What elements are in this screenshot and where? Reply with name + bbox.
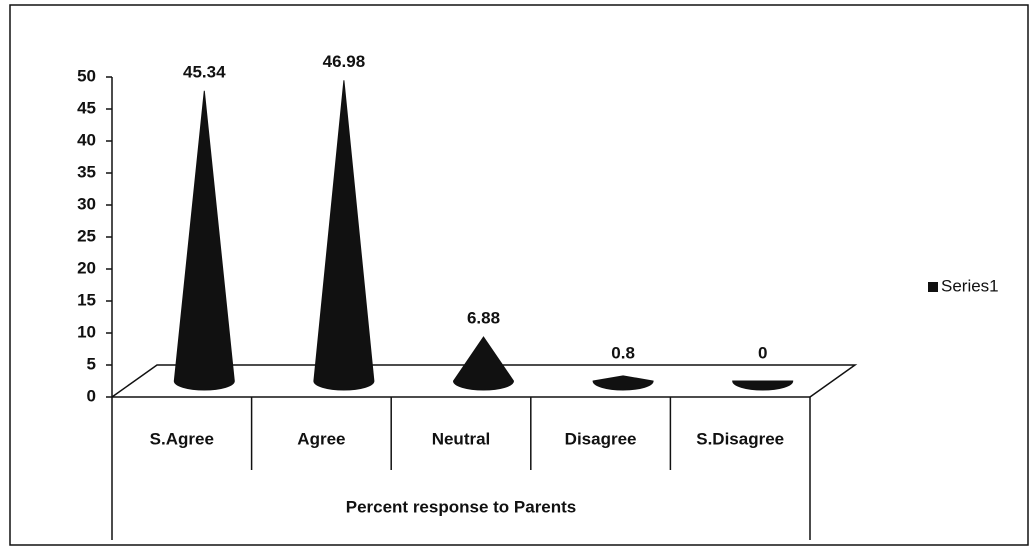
x-tick-label: Neutral [432, 429, 491, 448]
cone [313, 80, 375, 391]
cone [173, 90, 235, 391]
y-tick-label: 45 [77, 98, 96, 117]
data-label: 0.8 [611, 343, 635, 362]
floor [111, 364, 858, 398]
legend-swatch [928, 282, 938, 292]
data-label: 0 [758, 343, 767, 362]
y-tick-label: 30 [77, 194, 96, 213]
x-tick-label: S.Disagree [696, 429, 784, 448]
cone [592, 375, 654, 391]
x-axis-label: Percent response to Parents [346, 497, 577, 516]
x-tick-label: Agree [297, 429, 345, 448]
chart-frame [9, 4, 1029, 546]
x-tick-label: Disagree [565, 429, 637, 448]
legend-label: Series1 [941, 276, 999, 295]
x-tick-label: S.Agree [150, 429, 214, 448]
y-tick-label: 10 [77, 322, 96, 341]
data-label: 6.88 [467, 308, 500, 327]
data-label: 45.34 [183, 62, 226, 81]
y-tick-label: 15 [77, 290, 96, 309]
y-tick-label: 40 [77, 130, 96, 149]
y-tick-label: 50 [77, 66, 96, 85]
cone [732, 380, 794, 391]
y-tick-label: 20 [77, 258, 96, 277]
y-tick-label: 0 [87, 386, 96, 405]
data-label: 46.98 [323, 52, 366, 71]
cone [452, 336, 515, 391]
y-tick-label: 5 [87, 354, 96, 373]
y-tick-label: 35 [77, 162, 96, 181]
y-tick-label: 25 [77, 226, 96, 245]
